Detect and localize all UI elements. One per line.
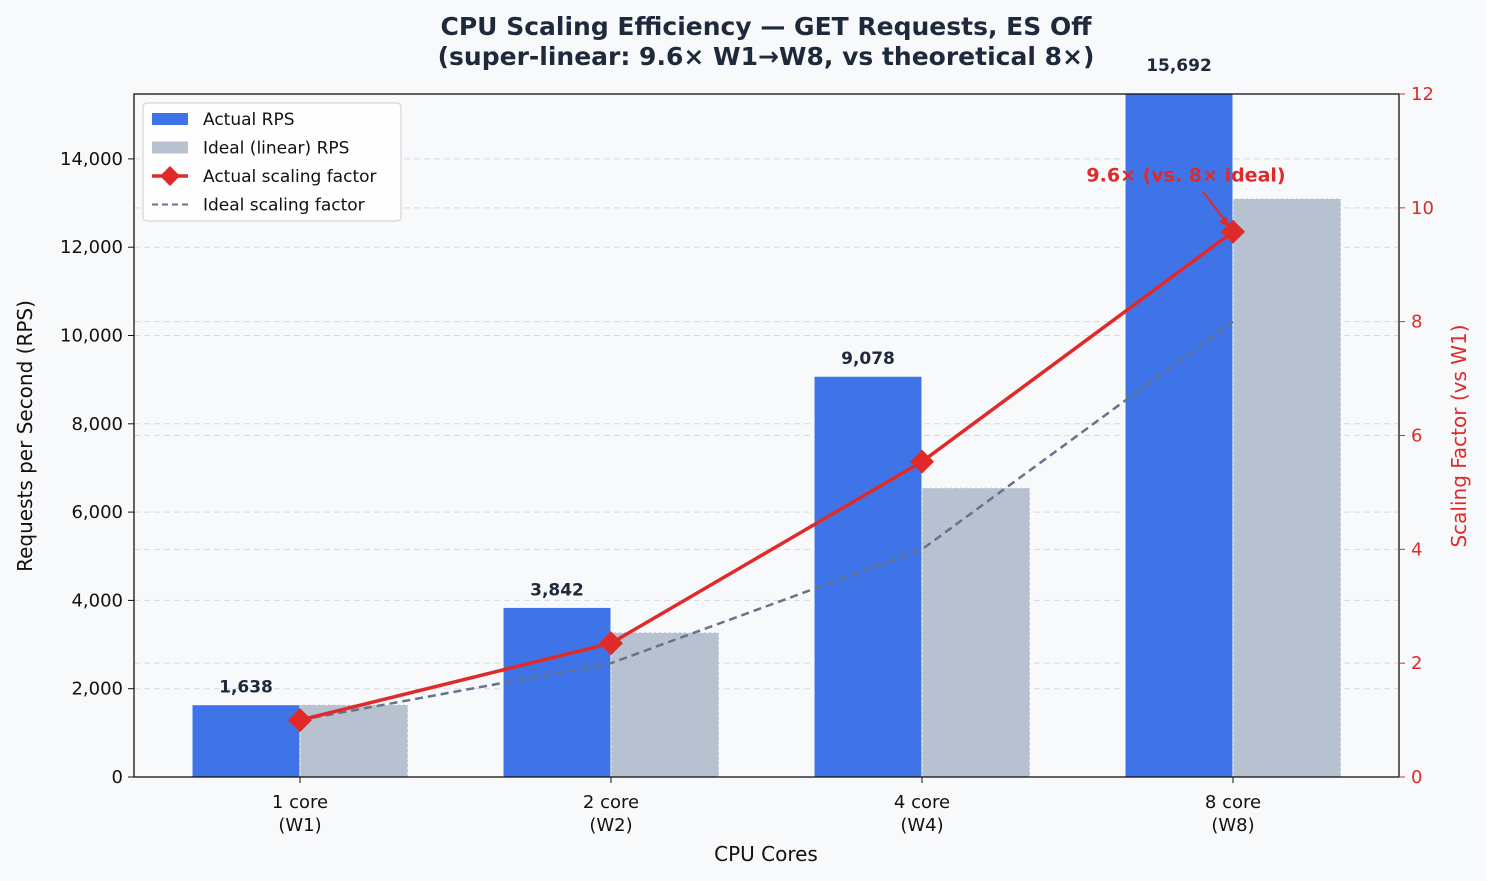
legend-swatch [152, 113, 188, 125]
actual-scaling-marker [599, 631, 623, 656]
ideal-scaling-line [299, 320, 1234, 722]
y2-tick-label: 6 [1411, 426, 1422, 447]
y-tick-label: 10,000 [60, 326, 123, 347]
actual-scaling-line [299, 230, 1235, 722]
actual-scaling-marker [910, 449, 934, 474]
legend-label: Ideal scaling factor [203, 196, 365, 216]
bar-ideal-rps [1232, 197, 1342, 778]
legend-swatch [152, 141, 188, 154]
x-tick-label: (W1) [278, 815, 321, 836]
bar-actual-rps [813, 375, 923, 777]
x-tick-label: (W4) [900, 815, 943, 836]
annotation-arrowhead [1219, 215, 1230, 228]
y2-tick-label: 12 [1411, 84, 1434, 105]
y2-tick-label: 0 [1411, 767, 1422, 788]
bar-value-label: 3,842 [530, 580, 584, 600]
y-tick-label: 4,000 [71, 590, 123, 611]
y2-tick-label: 2 [1411, 653, 1422, 674]
legend-label: Actual scaling factor [203, 167, 377, 187]
x-tick-label: 1 core [272, 792, 328, 813]
annotation-text: 9.6× (vs. 8× ideal) [1086, 165, 1285, 187]
legend-marker [160, 166, 180, 186]
y-axis-label: Requests per Second (RPS) [13, 300, 37, 572]
bar-actual-rps [1124, 94, 1234, 777]
bar-actual-rps [502, 606, 612, 777]
y-tick-label: 6,000 [71, 502, 123, 523]
legend-label: Actual RPS [203, 110, 295, 130]
x-tick-label: 2 core [583, 792, 639, 813]
chart-subtitle: (super-linear: 9.6× W1→W8, vs theoretica… [438, 42, 1095, 71]
actual-scaling-marker [288, 708, 312, 733]
legend: Actual RPS Ideal (linear) RPS Actual scali… [142, 102, 402, 222]
legend-frame [142, 102, 402, 222]
y-tick-label: 8,000 [71, 414, 123, 435]
y2-axis-label: Scaling Factor (vs W1) [1447, 324, 1471, 547]
chart-title: CPU Scaling Efficiency — GET Requests, E… [441, 12, 1093, 41]
x-tick-label: 4 core [894, 792, 950, 813]
y2-tick-label: 10 [1411, 198, 1434, 219]
y-tick-label: 12,000 [60, 237, 123, 258]
legend-label: Ideal (linear) RPS [203, 139, 349, 159]
x-tick-label: 8 core [1205, 792, 1261, 813]
bar-actual-rps [191, 704, 301, 777]
x-tick-label: (W8) [1211, 815, 1254, 836]
y-tick-label: 2,000 [71, 679, 123, 700]
y-tick-label: 0 [112, 767, 123, 788]
y-tick-label: 14,000 [60, 149, 123, 170]
x-axis-label: CPU Cores [714, 842, 818, 866]
bar-ideal-rps [921, 487, 1031, 778]
x-tick-label: (W2) [589, 815, 632, 836]
y2-tick-label: 4 [1411, 539, 1422, 560]
bar-value-label: 1,638 [219, 678, 273, 698]
y2-tick-label: 8 [1411, 312, 1422, 333]
bar-value-label: 9,078 [841, 349, 895, 369]
bar-value-label: 15,692 [1146, 56, 1212, 76]
bar-ideal-rps [610, 631, 720, 778]
